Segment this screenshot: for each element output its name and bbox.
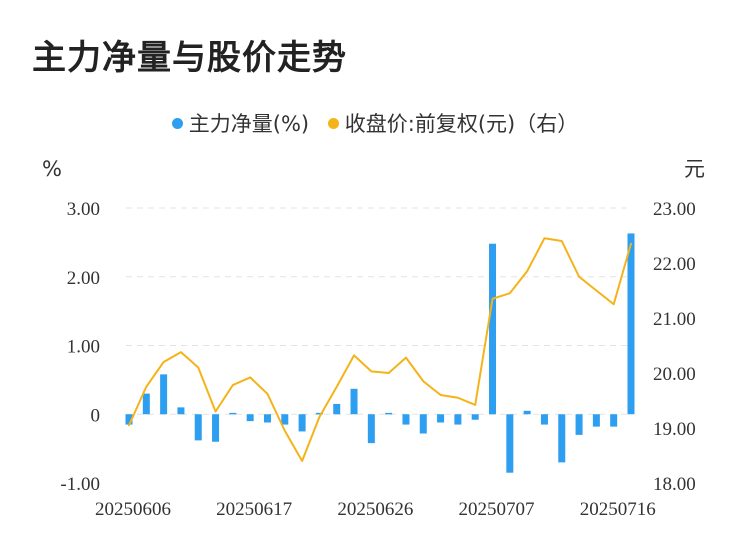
bar (610, 414, 618, 427)
x-axis-tick-label: 20250707 (459, 499, 535, 520)
bar (298, 414, 306, 432)
x-axis-tick-label: 20250606 (95, 499, 171, 520)
bar (263, 414, 271, 423)
legend-item-net-flow[interactable]: 主力净量(%) (171, 108, 310, 138)
bar (281, 414, 289, 425)
bar (177, 407, 185, 415)
right-axis-tick-label: 22.00 (653, 254, 696, 275)
bar (160, 374, 168, 415)
bar (367, 414, 375, 444)
legend-dot-close-price (327, 117, 339, 129)
x-axis-tick-label: 20250626 (337, 499, 413, 520)
bar (627, 233, 635, 415)
left-axis-unit: % (42, 157, 62, 181)
right-axis-unit: 元 (684, 157, 705, 181)
bar (212, 414, 220, 442)
legend-label-close-price: 收盘价:前复权(元)（右） (344, 112, 579, 136)
bar (350, 388, 358, 415)
left-axis-tick-label: -1.00 (60, 474, 100, 495)
bar (125, 414, 133, 425)
bar (540, 414, 548, 425)
legend-dot-net-flow (171, 117, 183, 129)
bar (229, 412, 237, 415)
bar (402, 414, 410, 425)
bar (489, 243, 497, 415)
right-axis-tick-label: 23.00 (653, 199, 696, 220)
bar (437, 414, 445, 423)
chart-title: 主力净量与股价走势 (32, 38, 347, 78)
right-axis-tick-label: 20.00 (653, 364, 696, 385)
bar (558, 414, 566, 463)
bar (419, 414, 427, 434)
legend-label-net-flow: 主力净量(%) (188, 112, 310, 136)
left-axis-tick-label: 2.00 (67, 268, 100, 289)
bar (333, 403, 341, 415)
bar (471, 414, 479, 420)
legend: 主力净量(%) 收盘价:前复权(元)（右） (0, 108, 750, 138)
left-axis-tick-label: 1.00 (67, 337, 100, 358)
bar (385, 412, 393, 415)
right-axis-tick-label: 21.00 (653, 309, 696, 330)
left-axis-tick-label: 3.00 (67, 199, 100, 220)
left-axis-tick-label: 0 (91, 405, 101, 426)
right-axis-tick-label: 19.00 (653, 419, 696, 440)
bar (142, 393, 150, 415)
bar (194, 414, 202, 441)
right-axis-tick-label: 18.00 (653, 474, 696, 495)
bar (506, 414, 514, 473)
bar (454, 414, 462, 425)
x-axis-tick-label: 20250716 (580, 499, 656, 520)
price-line (128, 237, 632, 462)
bar (315, 412, 323, 415)
bar (246, 414, 254, 422)
bar (592, 414, 600, 427)
bar (575, 414, 583, 435)
x-axis-tick-label: 20250617 (216, 499, 292, 520)
bar (523, 410, 531, 415)
legend-item-close-price[interactable]: 收盘价:前复权(元)（右） (327, 108, 579, 138)
